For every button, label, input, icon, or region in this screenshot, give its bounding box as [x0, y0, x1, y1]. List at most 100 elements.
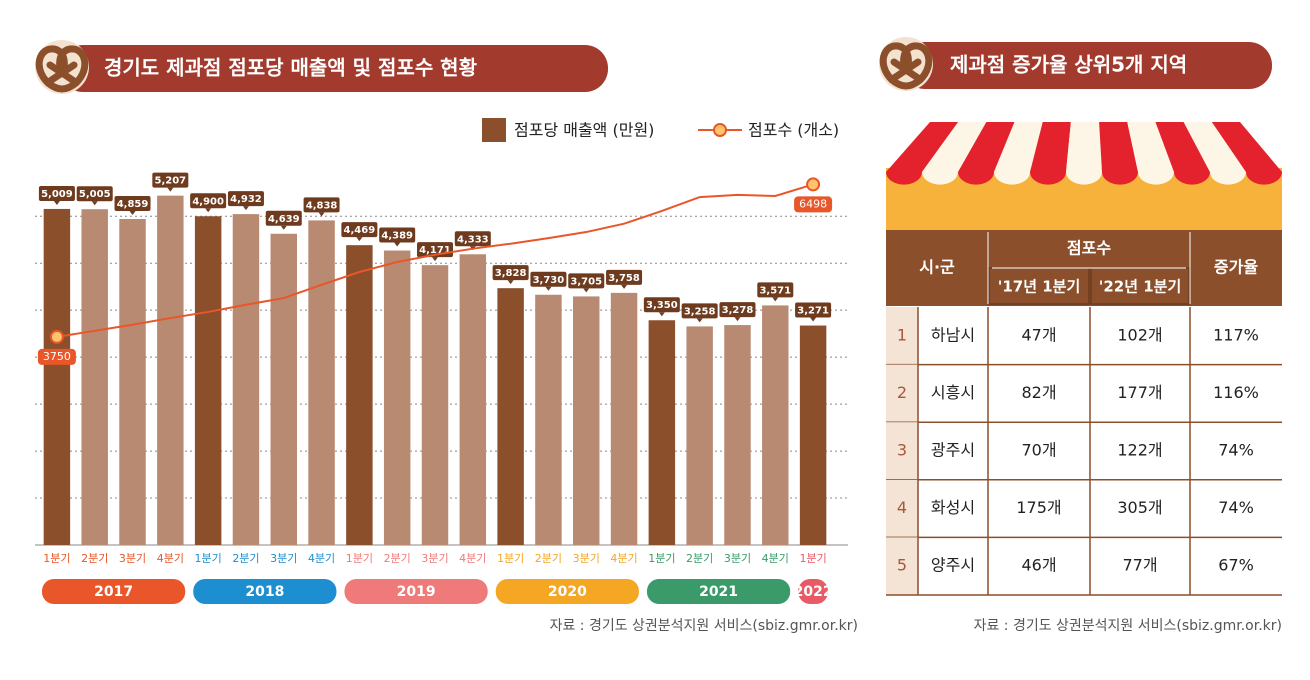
value-label: 5,009: [41, 189, 73, 200]
value-label: 4,469: [344, 225, 376, 236]
cell: 116%: [1213, 383, 1259, 402]
awning-scallop: [1246, 172, 1282, 185]
value-label-bg: [719, 302, 756, 318]
value-label: 3,278: [722, 305, 754, 316]
value-label-bg: [114, 196, 151, 212]
line-point: [49, 329, 64, 344]
value-label-bg: [303, 197, 340, 213]
x-tick-label: 1분기: [648, 552, 675, 565]
line-label-bg: [37, 348, 76, 365]
bar: [610, 292, 638, 545]
cell: 177개: [1117, 383, 1162, 402]
bar: [346, 245, 373, 546]
label-pointer: [734, 317, 741, 322]
table-title: 제과점 증가율 상위5개 지역: [950, 53, 1187, 77]
x-tick-label: 1분기: [43, 552, 70, 565]
rank: 4: [897, 498, 907, 517]
awning-stripe: [1066, 122, 1102, 172]
value-label-bg: [681, 303, 718, 319]
cell: 46개: [1021, 556, 1056, 575]
header-region: 시·군: [919, 258, 955, 277]
label-pointer: [545, 286, 552, 291]
x-tick-label: 3분기: [119, 552, 146, 565]
value-label-bg: [38, 185, 75, 201]
cell: 74%: [1218, 441, 1254, 460]
cell: 양주시: [931, 556, 975, 575]
awning-scallop: [886, 172, 922, 185]
value-label: 4,900: [192, 196, 224, 207]
bar: [421, 265, 449, 545]
rank: 5: [897, 556, 907, 575]
value-label-bg: [227, 191, 264, 207]
cell: 122개: [1117, 441, 1162, 460]
cell: 광주시: [931, 441, 975, 460]
label-pointer: [507, 280, 514, 285]
value-label: 3,258: [684, 306, 716, 317]
awning-scallop: [1174, 172, 1210, 185]
x-tick-label: 4분기: [459, 552, 486, 565]
header-to: '22년 1분기: [1099, 278, 1182, 296]
value-label: 3,730: [533, 275, 565, 286]
table-source: 자료 : 경기도 상권분석지원 서비스(sbiz.gmr.or.kr): [974, 618, 1282, 634]
cell: 305개: [1117, 498, 1162, 517]
legend-swatch: [482, 118, 506, 142]
header-from: '17년 1분기: [998, 278, 1081, 296]
cell: 117%: [1213, 325, 1259, 344]
line-label: 6498: [799, 197, 827, 210]
x-tick-label: 2분기: [535, 552, 562, 565]
awning-stripe: [886, 122, 959, 172]
awning-stripe: [1183, 122, 1246, 172]
value-label: 3,571: [759, 285, 791, 296]
x-tick-label: 4분기: [762, 552, 789, 565]
year-pill: [42, 579, 186, 604]
label-pointer: [621, 284, 628, 289]
year-pill: [646, 579, 791, 604]
bar: [497, 288, 524, 545]
label-pointer: [318, 212, 325, 217]
awning-stripe: [1155, 122, 1210, 172]
bar: [157, 195, 184, 545]
value-label-bg: [643, 297, 680, 313]
x-tick-label: 4분기: [308, 552, 335, 565]
rank: 1: [897, 325, 907, 344]
cell: 82개: [1021, 383, 1056, 402]
legend-label: 점포수 (개소): [748, 121, 839, 140]
value-label-bg: [606, 269, 643, 285]
bar: [383, 250, 411, 545]
awning-scallop: [1210, 172, 1246, 185]
value-label: 4,859: [117, 199, 149, 210]
x-tick-label: 2분기: [384, 552, 411, 565]
awning-scallop: [1102, 172, 1138, 185]
awning-scallop: [994, 172, 1030, 185]
pretzel-icon: [879, 37, 933, 91]
rank-cell-bg: [886, 307, 918, 365]
cell: 175개: [1016, 498, 1061, 517]
cell: 화성시: [931, 498, 975, 517]
rank-cell-bg: [886, 364, 918, 423]
chart-source: 자료 : 경기도 상권분석지원 서비스(sbiz.gmr.or.kr): [550, 618, 858, 634]
year-pill: [495, 579, 639, 604]
cell: 74%: [1218, 498, 1254, 517]
bar: [762, 305, 789, 545]
label-pointer: [280, 225, 287, 230]
cell: 시흥시: [931, 383, 975, 402]
bar: [799, 325, 827, 545]
year-label: 2017: [94, 584, 133, 600]
awning-stripe: [1211, 122, 1282, 172]
value-label-bg: [152, 172, 189, 188]
label-pointer: [772, 297, 779, 302]
table: 시·군 점포수 '17년 1분기 '22년 1분기 증가율 1 하남시 47개 102…: [886, 230, 1282, 596]
bar: [573, 296, 600, 545]
x-tick-label: 1분기: [799, 552, 826, 565]
label-pointer: [394, 242, 401, 247]
value-label: 4,639: [268, 214, 300, 225]
awning-stripe: [1127, 122, 1174, 172]
x-tick-label: 2분기: [686, 552, 713, 565]
year-pill: [193, 579, 337, 604]
x-tick-label: 3분기: [573, 552, 600, 565]
value-label-bg: [568, 273, 605, 289]
value-label-bg: [265, 210, 302, 226]
bar: [648, 320, 676, 545]
x-tick-label: 4분기: [610, 552, 637, 565]
